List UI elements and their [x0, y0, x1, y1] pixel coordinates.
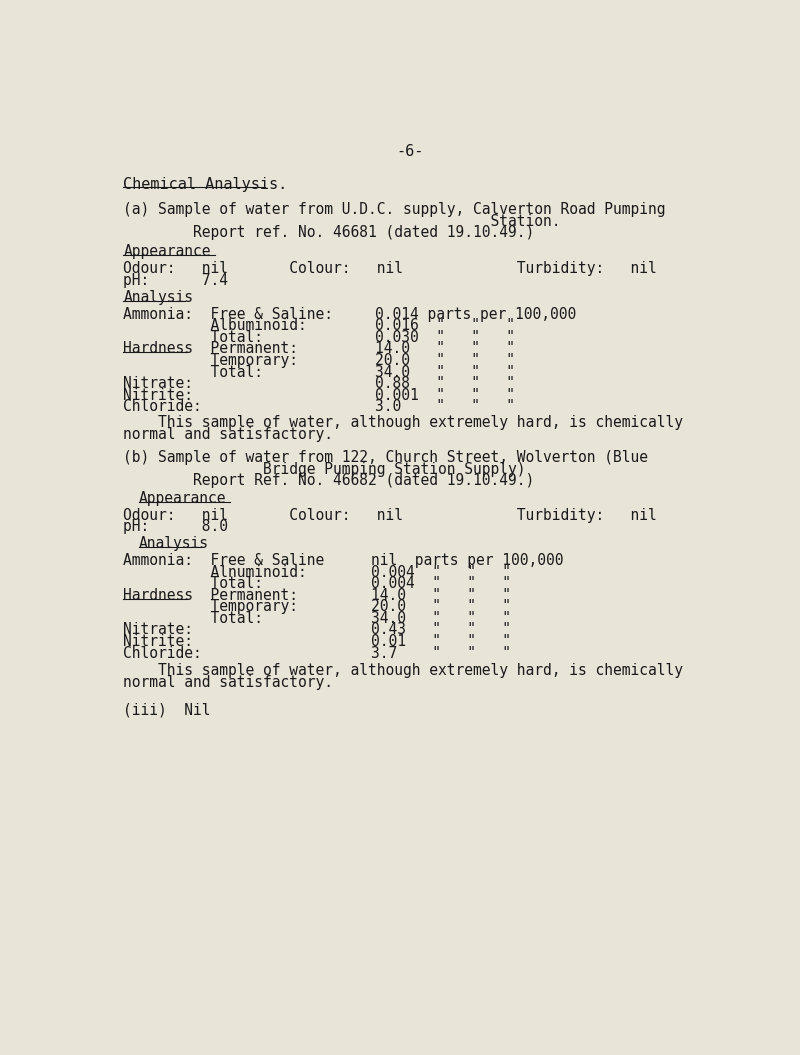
Text: 0.88   "   "   ": 0.88 " " " — [375, 376, 515, 391]
Text: 3.0    "   "   ": 3.0 " " " — [375, 399, 515, 415]
Text: -6-: -6- — [396, 143, 424, 158]
Text: pH:      7.4: pH: 7.4 — [123, 273, 228, 288]
Text: 14.0   "   "   ": 14.0 " " " — [371, 588, 511, 602]
Text: 0.014 parts per 100,000: 0.014 parts per 100,000 — [375, 307, 576, 322]
Text: Ammonia:  Free & Saline: Ammonia: Free & Saline — [123, 553, 325, 569]
Text: This sample of water, although extremely hard, is chemically: This sample of water, although extremely… — [123, 416, 683, 430]
Text: Alnuminoid:: Alnuminoid: — [123, 564, 307, 580]
Text: 0.016  "   "   ": 0.016 " " " — [375, 319, 515, 333]
Text: 20.0   "   "   ": 20.0 " " " — [375, 353, 515, 368]
Text: Report Ref. No. 46682 (dated 19.10.49.): Report Ref. No. 46682 (dated 19.10.49.) — [123, 473, 534, 488]
Text: Chemical Analysis.: Chemical Analysis. — [123, 176, 287, 192]
Text: Chloride:: Chloride: — [123, 399, 202, 415]
Text: Analysis: Analysis — [123, 290, 194, 305]
Text: This sample of water, although extremely hard, is chemically: This sample of water, although extremely… — [123, 664, 683, 678]
Text: Odour:   nil       Colour:   nil             Turbidity:   nil: Odour: nil Colour: nil Turbidity: nil — [123, 262, 657, 276]
Text: Station.: Station. — [123, 213, 561, 229]
Text: Analysis: Analysis — [138, 536, 209, 552]
Text: 20.0   "   "   ": 20.0 " " " — [371, 599, 511, 614]
Text: Odour:   nil       Colour:   nil             Turbidity:   nil: Odour: nil Colour: nil Turbidity: nil — [123, 507, 657, 522]
Text: (iii)  Nil: (iii) Nil — [123, 703, 210, 717]
Text: 0.01   "   "   ": 0.01 " " " — [371, 634, 511, 649]
Text: Appearance: Appearance — [123, 245, 210, 260]
Text: Total:: Total: — [123, 576, 263, 591]
Text: Appearance: Appearance — [138, 491, 226, 505]
Text: 34.0   "   "   ": 34.0 " " " — [375, 365, 515, 380]
Text: Total:: Total: — [123, 330, 263, 345]
Text: (b) Sample of water from 122, Church Street, Wolverton (Blue: (b) Sample of water from 122, Church Str… — [123, 450, 648, 465]
Text: Total:: Total: — [123, 365, 263, 380]
Text: Report ref. No. 46681 (dated 19.10.49.): Report ref. No. 46681 (dated 19.10.49.) — [123, 225, 534, 241]
Text: Bridge Pumping Station Supply): Bridge Pumping Station Supply) — [123, 461, 526, 477]
Text: Temporary:: Temporary: — [123, 353, 298, 368]
Text: 0.004  "   "   ": 0.004 " " " — [371, 564, 511, 580]
Text: 14.0   "   "   ": 14.0 " " " — [375, 342, 515, 357]
Text: Albuminoid:: Albuminoid: — [123, 319, 307, 333]
Text: nil  parts per 100,000: nil parts per 100,000 — [371, 553, 564, 569]
Text: 34.0   "   "   ": 34.0 " " " — [371, 611, 511, 626]
Text: 0.001  "   "   ": 0.001 " " " — [375, 387, 515, 403]
Text: Chloride:: Chloride: — [123, 646, 202, 660]
Text: Total:: Total: — [123, 611, 263, 626]
Text: (a) Sample of water from U.D.C. supply, Calverton Road Pumping: (a) Sample of water from U.D.C. supply, … — [123, 203, 666, 217]
Text: Temporary:: Temporary: — [123, 599, 298, 614]
Text: Hardness  Permanent:: Hardness Permanent: — [123, 588, 298, 602]
Text: Hardness  Permanent:: Hardness Permanent: — [123, 342, 298, 357]
Text: normal and satisfactory.: normal and satisfactory. — [123, 675, 334, 690]
Text: 0.004  "   "   ": 0.004 " " " — [371, 576, 511, 591]
Text: 3.7    "   "   ": 3.7 " " " — [371, 646, 511, 660]
Text: Ammonia:  Free & Saline:: Ammonia: Free & Saline: — [123, 307, 334, 322]
Text: Nitrite:: Nitrite: — [123, 387, 194, 403]
Text: pH:      8.0: pH: 8.0 — [123, 519, 228, 534]
Text: 0.43   "   "   ": 0.43 " " " — [371, 622, 511, 637]
Text: Nitrate:: Nitrate: — [123, 376, 194, 391]
Text: 0.030  "   "   ": 0.030 " " " — [375, 330, 515, 345]
Text: Nitrite:: Nitrite: — [123, 634, 194, 649]
Text: Nitrate:: Nitrate: — [123, 622, 194, 637]
Text: normal and satisfactory.: normal and satisfactory. — [123, 427, 334, 442]
